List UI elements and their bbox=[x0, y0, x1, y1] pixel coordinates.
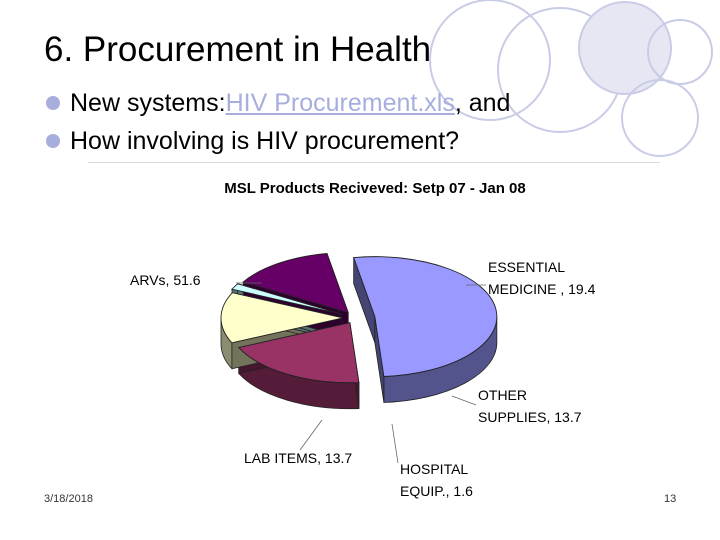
divider bbox=[88, 162, 660, 163]
chart-title: MSL Products Reciveved: Setp 07 - Jan 08 bbox=[224, 180, 526, 197]
pie-slice bbox=[220, 292, 344, 344]
pie-tops bbox=[220, 253, 498, 384]
bullet-text-suffix: , and bbox=[454, 88, 511, 117]
bullet-item: New systems: HIV Procurement.xls , and bbox=[46, 84, 510, 122]
pie-slice bbox=[353, 256, 498, 377]
pie-slice bbox=[237, 322, 360, 384]
page-number: 13 bbox=[664, 493, 677, 505]
bullet-list: New systems: HIV Procurement.xls , and H… bbox=[46, 84, 510, 160]
bullet-text: How involving is HIV procurement? bbox=[70, 126, 460, 155]
pie-slice bbox=[231, 283, 343, 315]
slice-label: OTHER SUPPLIES, 13.7 bbox=[478, 387, 582, 425]
slice-label: HOSPITAL EQUIP., 1.6 bbox=[400, 461, 473, 499]
pie-slice bbox=[242, 253, 349, 314]
slide-date: 3/18/2018 bbox=[44, 493, 93, 505]
bullet-dot-icon bbox=[46, 134, 60, 148]
leader-line bbox=[391, 423, 399, 464]
bullet-dot-icon bbox=[46, 96, 60, 110]
decorative-circle-icon bbox=[647, 19, 713, 85]
hiv-procurement-link[interactable]: HIV Procurement.xls bbox=[225, 88, 455, 117]
slide-title: 6. Procurement in Health bbox=[44, 30, 432, 69]
slice-label: ARVs, 51.6 bbox=[130, 272, 201, 288]
decorative-circle-icon bbox=[578, 1, 672, 95]
leader-line bbox=[451, 395, 477, 406]
slice-label: ESSENTIAL MEDICINE , 19.4 bbox=[488, 259, 596, 297]
bullet-text: New systems: bbox=[70, 88, 226, 117]
decorative-circle-icon bbox=[429, 0, 551, 121]
leader-line bbox=[299, 419, 323, 451]
slice-label: LAB ITEMS, 13.7 bbox=[244, 450, 352, 466]
bullet-item: How involving is HIV procurement? bbox=[46, 122, 510, 160]
decorative-circle-icon bbox=[621, 79, 699, 157]
